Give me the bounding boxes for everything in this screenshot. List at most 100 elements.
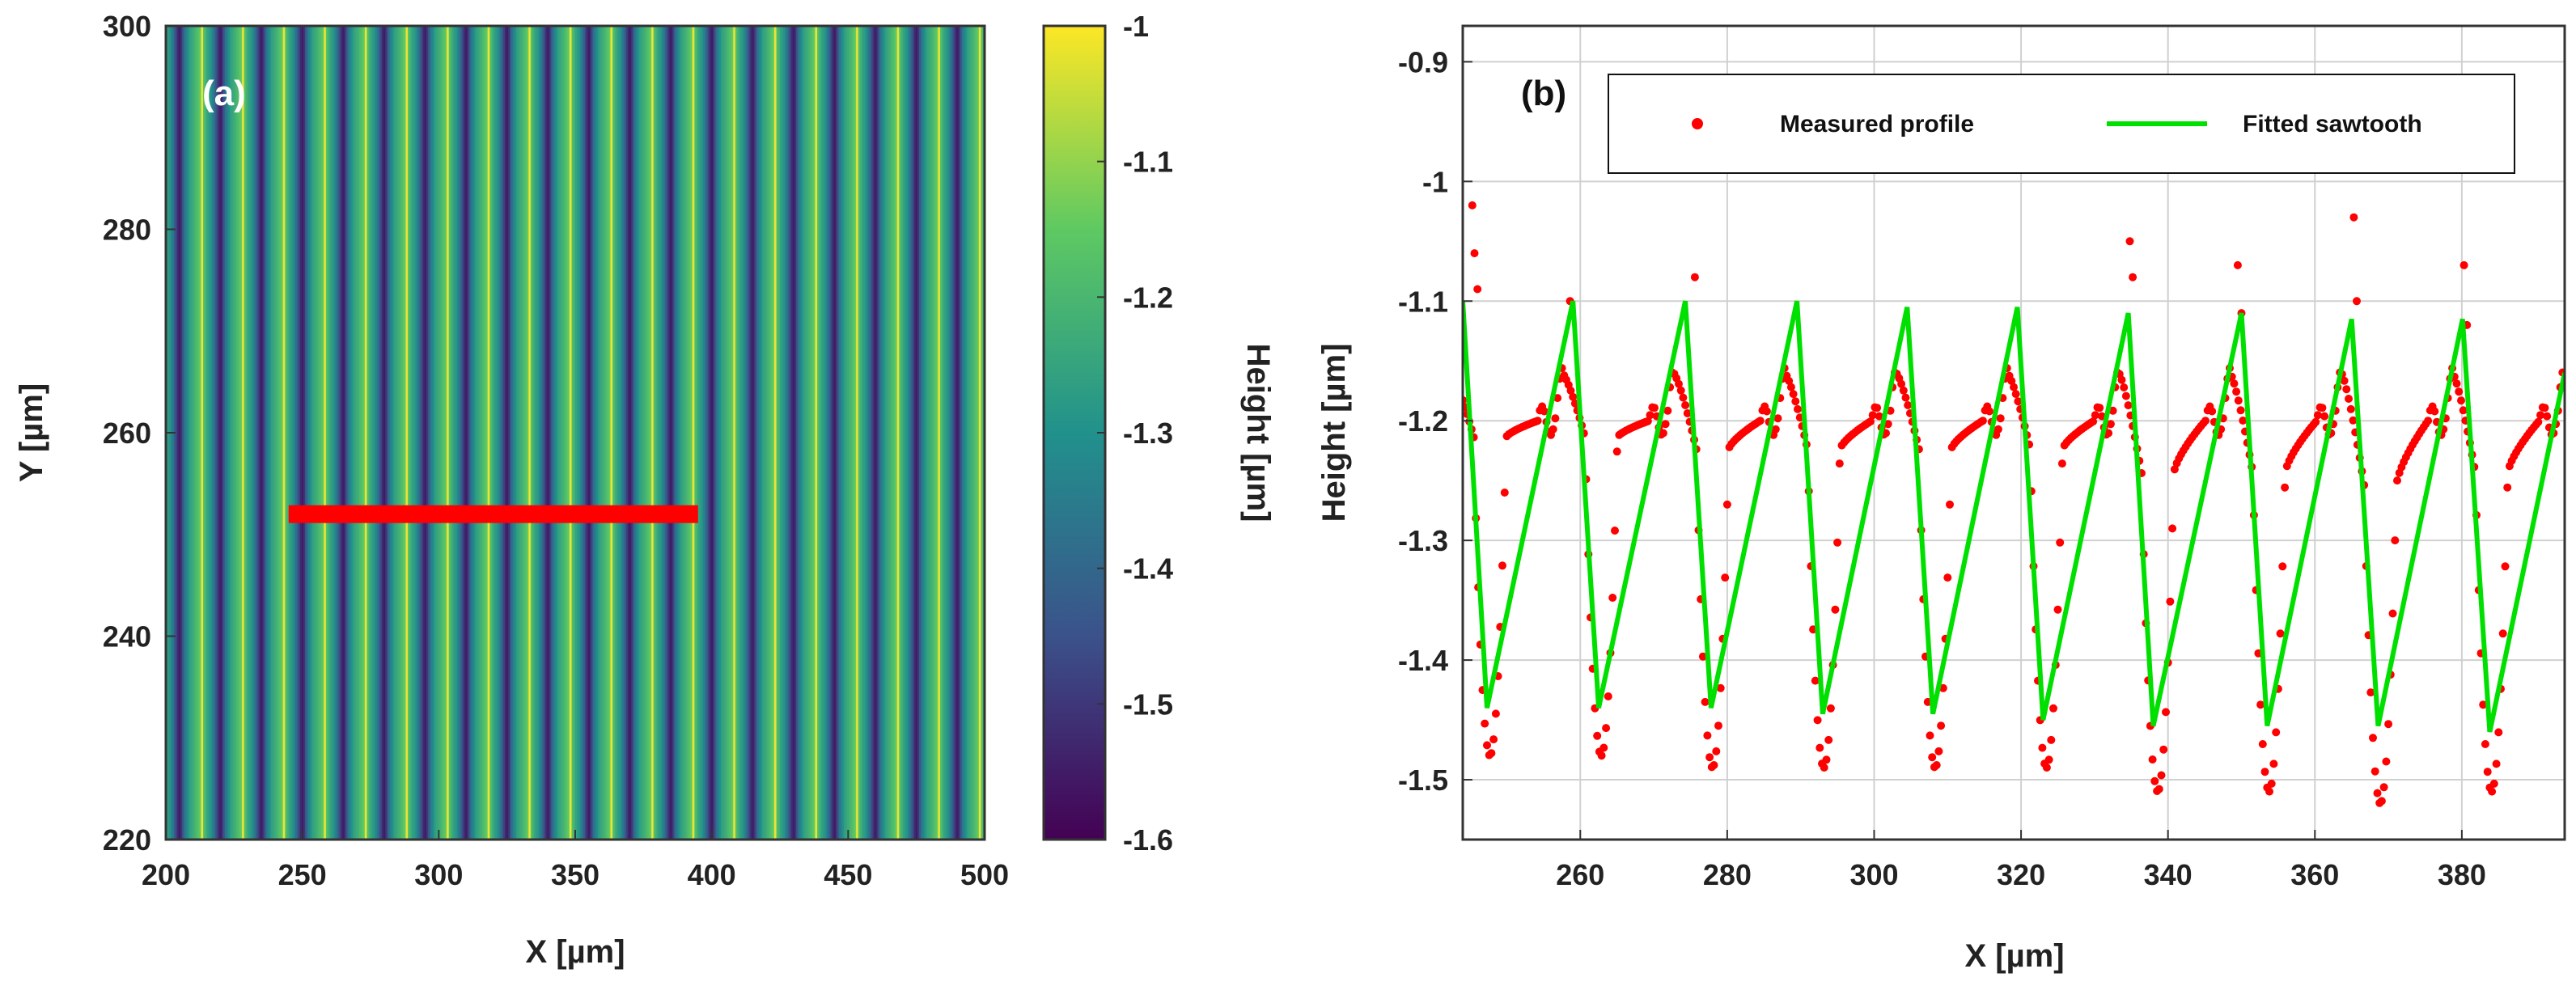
heatmap-stripe: [232, 26, 235, 840]
heatmap-stripe: [868, 26, 871, 840]
measured-point: [1675, 379, 1683, 388]
heatmap-stripe: [310, 26, 312, 840]
heatmap-stripe: [489, 26, 493, 840]
measured-point: [1663, 406, 1672, 415]
heatmap-stripe: [270, 26, 273, 840]
measured-point-spike: [2459, 260, 2468, 269]
heatmap-stripe: [870, 26, 872, 840]
heatmap-stripe: [660, 26, 663, 840]
heatmap-stripe: [278, 26, 282, 840]
colorbar-tick-label: -1: [1123, 10, 1149, 43]
measured-point: [1773, 414, 1782, 423]
heatmap-stripe: [494, 26, 498, 840]
measured-point: [2091, 411, 2099, 420]
heatmap-stripe: [922, 26, 925, 840]
measured-point: [2371, 767, 2379, 776]
heatmap-stripe: [518, 26, 520, 840]
measured-point: [1904, 401, 1913, 409]
heatmap-stripe: [841, 26, 845, 840]
heatmap-stripe: [888, 26, 891, 840]
heatmap-stripe: [452, 26, 455, 840]
heatmap-crest-line: [242, 26, 244, 840]
measured-point: [1491, 709, 1500, 718]
heatmap-stripe: [633, 26, 637, 840]
measured-point: [1712, 747, 1721, 755]
heatmap-stripe: [912, 26, 915, 840]
heatmap-stripe: [288, 26, 291, 840]
measured-point: [1868, 411, 1877, 420]
heatmap-stripe: [555, 26, 558, 840]
heatmap-stripe: [850, 26, 853, 840]
heatmap-stripe: [532, 26, 535, 840]
measured-profile-series: [1463, 201, 2565, 807]
heatmap-stripe: [694, 26, 697, 840]
heatmap-stripe: [566, 26, 570, 840]
measured-point: [2272, 728, 2281, 737]
heatmap-stripe: [246, 26, 248, 840]
heatmap-stripe: [377, 26, 379, 840]
heatmap-stripe: [227, 26, 231, 840]
heatmap-stripe: [531, 26, 533, 840]
heatmap-stripe: [426, 26, 429, 840]
heatmap-stripe: [820, 26, 824, 840]
heatmap-stripe: [360, 26, 363, 840]
heatmap-x-tick-label: 300: [414, 858, 463, 891]
heatmap-stripe: [539, 26, 542, 840]
heatmap-stripe: [753, 26, 756, 840]
heatmap-stripe: [951, 26, 955, 840]
heatmap-stripe: [913, 26, 917, 840]
heatmap-stripe: [776, 26, 779, 840]
measured-point: [2494, 728, 2503, 737]
measured-point: [1815, 743, 1824, 752]
heatmap-stripe: [465, 26, 468, 840]
heatmap-stripe: [387, 26, 389, 840]
measured-point-spike: [2353, 297, 2361, 306]
heatmap-panel: (a) 200 250 300 350 400 450 500 220 240 260 280 30…: [14, 10, 1009, 970]
heatmap-stripe: [585, 26, 587, 840]
heatmap-stripe: [563, 26, 566, 840]
measured-point: [1813, 716, 1822, 725]
measured-point: [1481, 719, 1489, 728]
heatmap-stripe: [221, 26, 224, 840]
legend-measured-label: Measured profile: [1780, 111, 1974, 138]
heatmap-stripe: [969, 26, 972, 840]
heatmap-stripe: [470, 26, 473, 840]
heatmap-stripe: [892, 26, 896, 840]
heatmap-crest-line: [610, 26, 613, 840]
heatmap-stripe: [248, 26, 250, 840]
heatmap-stripe: [561, 26, 565, 840]
profile-x-tick-label: 320: [1997, 858, 2045, 891]
heatmap-stripe: [499, 26, 502, 840]
measured-point: [2265, 787, 2273, 796]
heatmap-stripe: [629, 26, 632, 840]
heatmap-y-axis-label: Y [µm]: [14, 383, 49, 482]
heatmap-stripe: [825, 26, 828, 840]
measured-point: [2489, 779, 2498, 788]
heatmap-stripe: [783, 26, 786, 840]
measured-point: [2278, 562, 2287, 571]
heatmap-stripe: [213, 26, 216, 840]
colorbar-tick-label: -1.2: [1123, 281, 1173, 314]
heatmap-stripe: [809, 26, 812, 840]
heatmap-stripe: [684, 26, 688, 840]
heatmap-stripe: [222, 26, 226, 840]
heatmap-stripe: [575, 26, 578, 840]
heatmap-stripe: [192, 26, 194, 840]
heatmap-stripe: [646, 26, 648, 840]
heatmap-stripe: [184, 26, 186, 840]
measured-point: [2459, 406, 2468, 415]
heatmap-stripe: [891, 26, 894, 840]
heatmap-stripe: [478, 26, 481, 840]
heatmap-stripe: [357, 26, 360, 840]
measured-point: [2239, 417, 2248, 425]
heatmap-stripe: [827, 26, 830, 840]
heatmap-stripe: [455, 26, 458, 840]
profile-y-tick-label: -1.3: [1398, 524, 1448, 557]
profile-x-tick-label: 260: [1556, 858, 1604, 891]
measured-point: [1703, 731, 1712, 740]
measured-point: [2108, 406, 2117, 415]
heatmap-stripe: [238, 26, 240, 840]
heatmap-crest-line: [773, 26, 777, 840]
measured-point: [1597, 751, 1606, 760]
heatmap-stripe: [593, 26, 595, 840]
